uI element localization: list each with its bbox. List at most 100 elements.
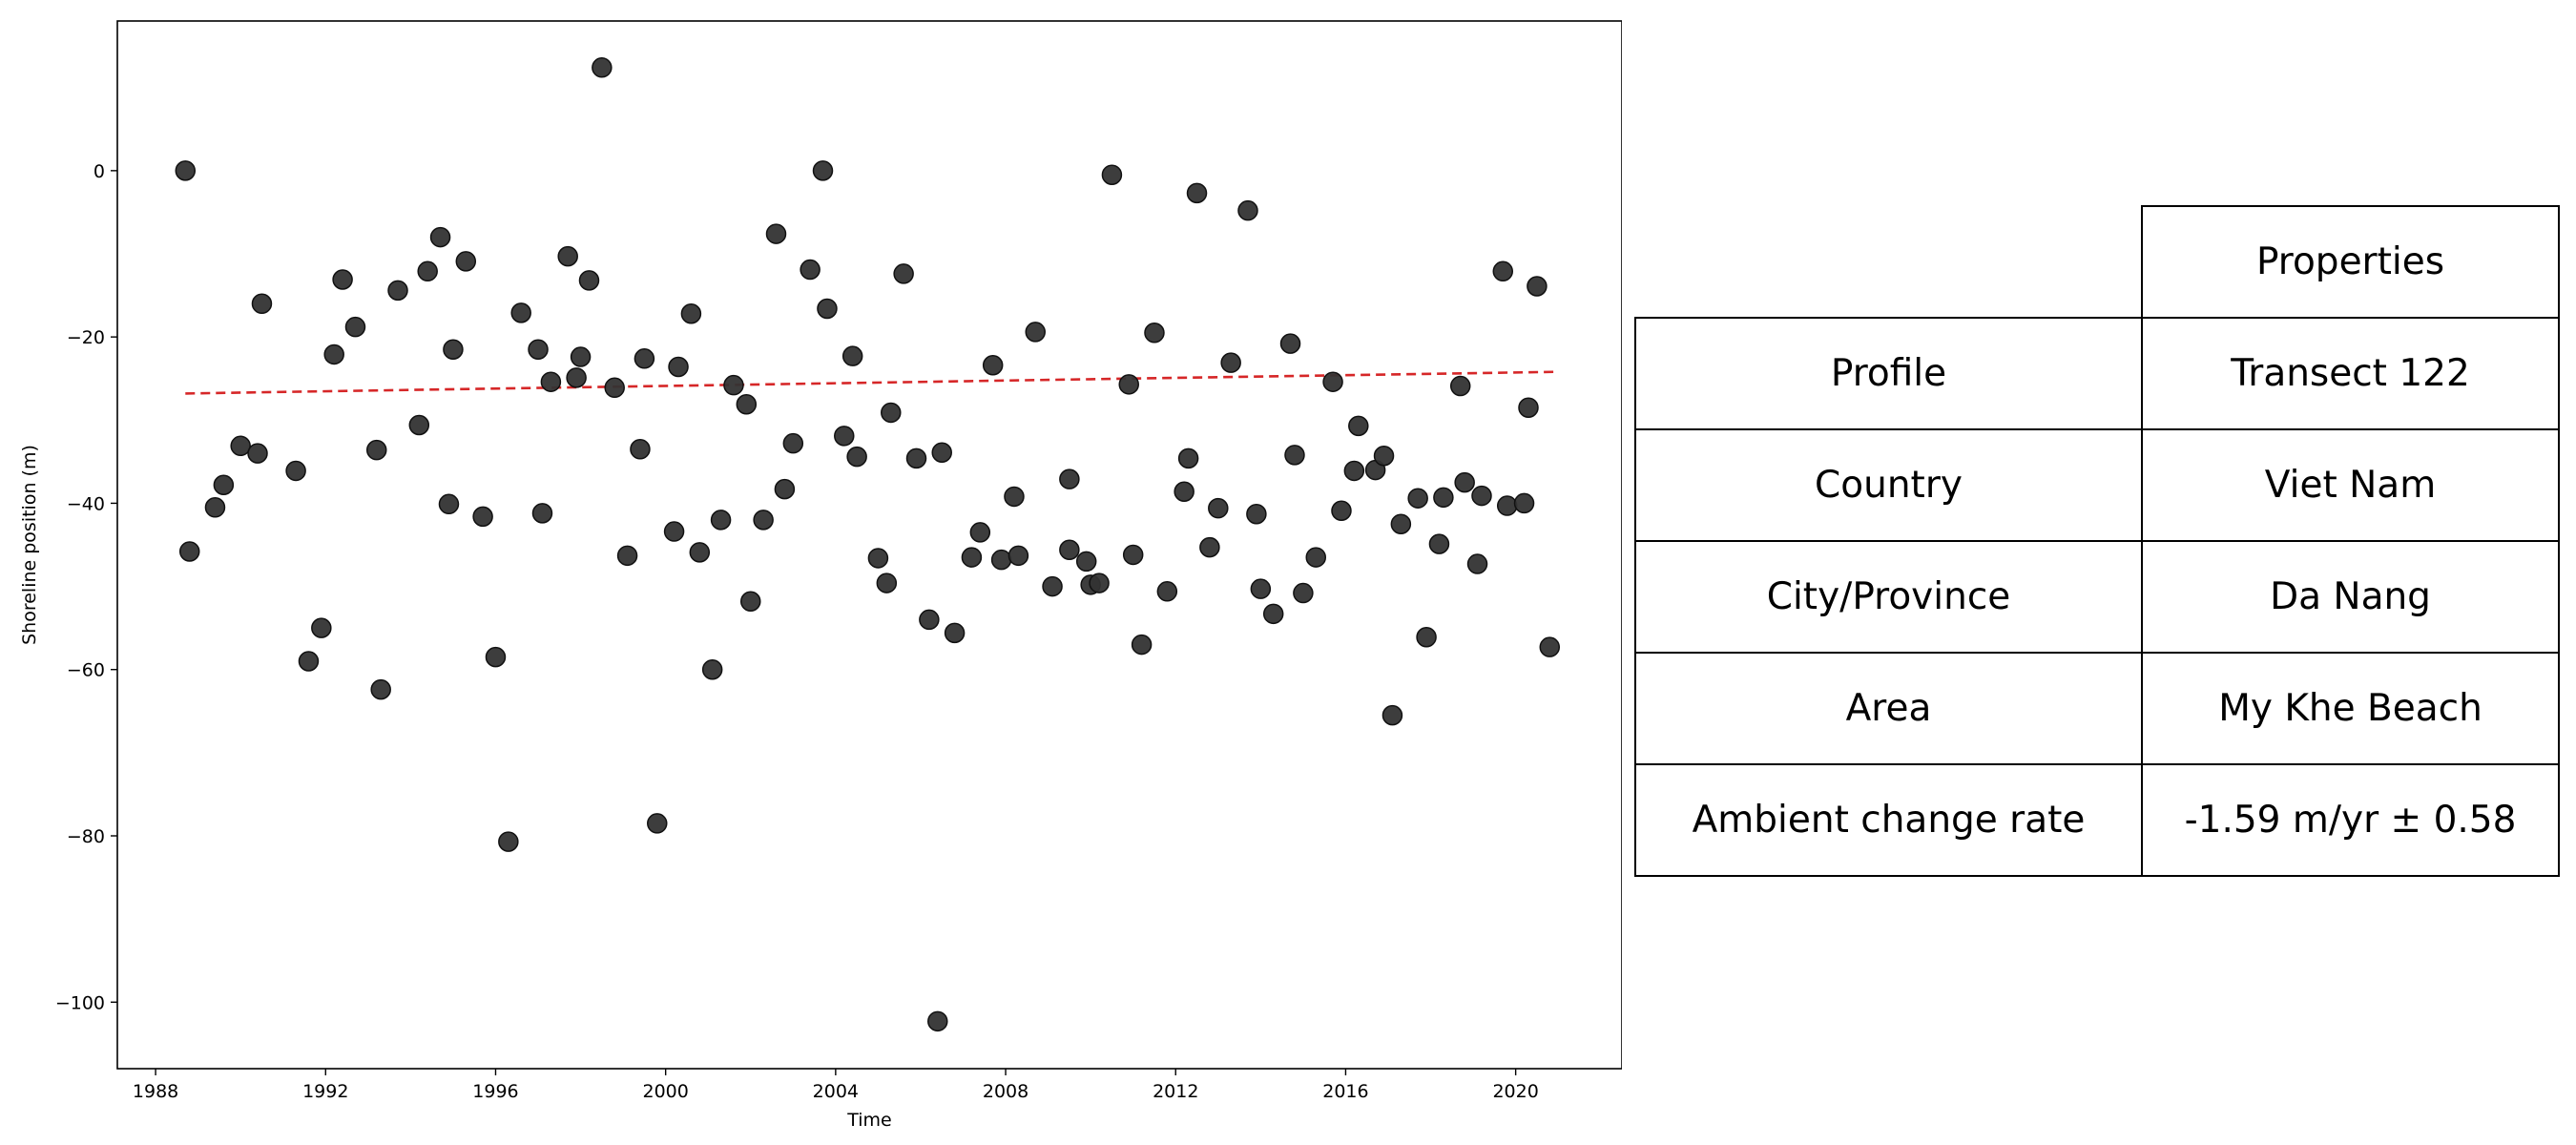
data-point bbox=[931, 442, 952, 464]
table-row: City/Province Da Nang bbox=[1634, 540, 2560, 654]
data-point bbox=[680, 302, 702, 324]
data-point bbox=[647, 813, 668, 834]
plot-frame bbox=[116, 20, 1622, 1070]
data-point bbox=[774, 478, 796, 500]
data-point bbox=[285, 460, 306, 482]
data-point bbox=[905, 448, 927, 469]
data-point bbox=[247, 443, 268, 464]
data-point bbox=[178, 541, 200, 562]
data-point bbox=[1199, 536, 1220, 558]
data-point bbox=[765, 223, 787, 244]
table-row: Area My Khe Beach bbox=[1634, 652, 2560, 765]
data-point bbox=[455, 251, 477, 272]
data-point bbox=[1343, 460, 1365, 482]
data-point bbox=[175, 160, 197, 181]
data-point bbox=[1322, 371, 1343, 392]
data-point bbox=[1059, 539, 1080, 560]
data-point bbox=[251, 293, 273, 315]
empty-header-cell bbox=[1635, 206, 2142, 318]
data-point bbox=[1492, 260, 1514, 282]
data-point bbox=[990, 549, 1012, 571]
data-point bbox=[1466, 553, 1488, 574]
data-point bbox=[944, 622, 966, 644]
data-point bbox=[498, 831, 519, 852]
data-point bbox=[485, 646, 507, 668]
data-point bbox=[592, 57, 613, 78]
data-point bbox=[634, 348, 655, 369]
data-point bbox=[570, 346, 592, 367]
data-point bbox=[387, 280, 408, 302]
data-point bbox=[531, 503, 553, 524]
x-tick-label: 2020 bbox=[1492, 1081, 1538, 1102]
y-tick-label: −60 bbox=[67, 660, 105, 681]
properties-table: Properties Profile Transect 122 Country … bbox=[1634, 205, 2560, 877]
data-point bbox=[566, 367, 587, 388]
data-point bbox=[723, 374, 744, 396]
data-point bbox=[1059, 468, 1080, 489]
data-point bbox=[213, 474, 235, 496]
data-point bbox=[1246, 504, 1267, 525]
data-point bbox=[1131, 634, 1153, 656]
data-point bbox=[332, 269, 353, 290]
x-tick-label: 1992 bbox=[302, 1081, 348, 1102]
data-point bbox=[1177, 448, 1199, 469]
data-point bbox=[668, 356, 689, 378]
data-point bbox=[1416, 626, 1437, 648]
table-header-row: Properties bbox=[1635, 205, 2560, 319]
row-label: Country bbox=[1634, 428, 2143, 542]
data-point bbox=[1208, 497, 1229, 519]
data-point bbox=[1004, 486, 1025, 508]
data-point bbox=[443, 339, 464, 360]
y-tick-label: −20 bbox=[67, 327, 105, 348]
data-point bbox=[753, 510, 774, 531]
data-point bbox=[846, 446, 867, 468]
data-point bbox=[1539, 636, 1561, 657]
data-point bbox=[1250, 578, 1272, 599]
data-point bbox=[1089, 572, 1110, 593]
data-point bbox=[961, 547, 983, 568]
y-tick-label: 0 bbox=[93, 161, 105, 182]
data-point bbox=[540, 371, 562, 392]
data-point bbox=[323, 344, 344, 365]
data-point bbox=[630, 439, 651, 460]
data-point bbox=[1454, 471, 1475, 493]
y-axis-label: Shoreline position (m) bbox=[19, 445, 40, 645]
data-point bbox=[298, 651, 320, 672]
data-point bbox=[710, 510, 732, 531]
data-point bbox=[1449, 375, 1471, 397]
row-value: -1.59 m/yr ± 0.58 bbox=[2141, 763, 2560, 877]
data-point bbox=[881, 402, 902, 424]
data-point bbox=[1279, 333, 1301, 354]
x-tick-label: 2016 bbox=[1322, 1081, 1368, 1102]
data-point bbox=[1075, 551, 1097, 572]
data-point bbox=[1118, 374, 1139, 395]
data-point bbox=[919, 609, 940, 631]
data-point bbox=[604, 377, 625, 399]
data-point bbox=[867, 548, 889, 569]
data-point bbox=[417, 260, 438, 282]
data-point bbox=[370, 678, 391, 700]
table-row: Country Viet Nam bbox=[1634, 428, 2560, 542]
data-point bbox=[365, 439, 387, 461]
data-point bbox=[1174, 481, 1195, 502]
data-point bbox=[528, 339, 549, 360]
data-point bbox=[1527, 276, 1548, 297]
data-point bbox=[689, 542, 711, 563]
data-point bbox=[982, 355, 1004, 376]
data-point bbox=[344, 316, 366, 338]
data-point bbox=[230, 435, 251, 457]
data-point bbox=[740, 591, 761, 613]
data-point bbox=[1008, 545, 1029, 567]
data-point bbox=[311, 617, 332, 638]
x-tick-label: 1988 bbox=[133, 1081, 178, 1102]
data-point bbox=[1220, 352, 1241, 373]
data-point bbox=[438, 493, 460, 515]
data-point bbox=[1348, 415, 1369, 437]
row-label: Area bbox=[1634, 652, 2143, 765]
y-tick-label: −80 bbox=[67, 826, 105, 847]
data-point bbox=[1496, 495, 1518, 516]
data-point bbox=[1144, 323, 1165, 344]
x-axis-label: Time bbox=[846, 1110, 892, 1131]
data-point bbox=[969, 522, 991, 543]
row-value: Viet Nam bbox=[2141, 428, 2560, 542]
